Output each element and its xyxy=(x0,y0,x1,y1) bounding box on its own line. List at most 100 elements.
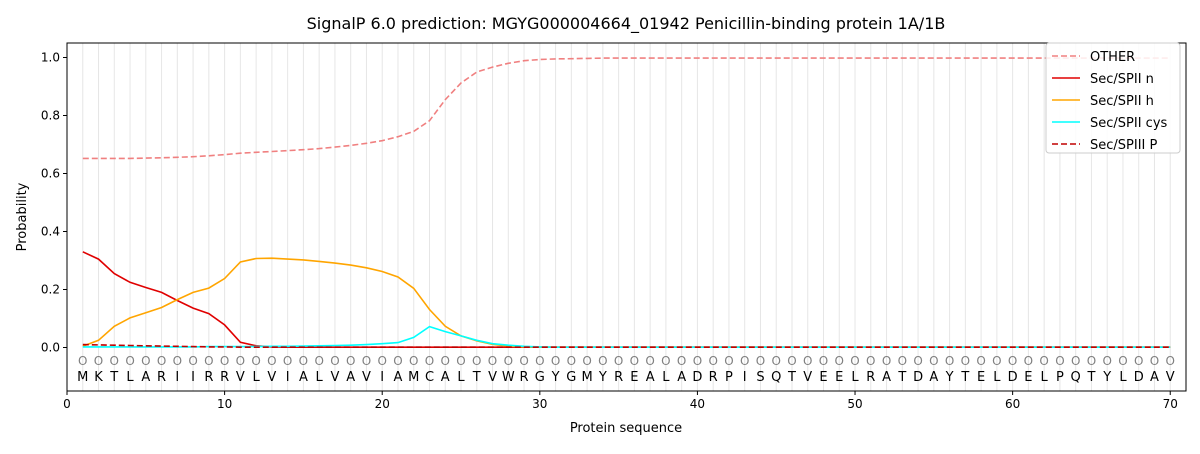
region-label: O xyxy=(504,354,513,368)
sequence-residue: A xyxy=(346,370,355,385)
region-label: O xyxy=(1102,354,1111,368)
sequence-residue: T xyxy=(1086,370,1095,385)
sequence-residue: I xyxy=(743,370,747,385)
sequence-residue: E xyxy=(630,370,638,385)
region-label: O xyxy=(740,354,749,368)
sequence-residue: A xyxy=(441,370,450,385)
region-label: O xyxy=(535,354,544,368)
y-tick-label: 1.0 xyxy=(41,51,60,65)
plot-frame xyxy=(66,42,1187,392)
sequence-residue: T xyxy=(787,370,796,385)
sequence-residue: L xyxy=(253,370,261,385)
sequence-residue: D xyxy=(1134,370,1144,385)
region-label: O xyxy=(330,354,339,368)
region-label: O xyxy=(409,354,418,368)
region-label: O xyxy=(1134,354,1143,368)
series-line-0 xyxy=(82,57,1171,160)
region-label: O xyxy=(125,354,134,368)
sequence-residue: R xyxy=(614,370,623,385)
region-label: O xyxy=(866,354,875,368)
x-tick-label: 0 xyxy=(63,397,71,411)
sequence-residue: Q xyxy=(1071,370,1081,385)
region-label: O xyxy=(314,354,323,368)
region-label: O xyxy=(882,354,891,368)
region-label: O xyxy=(393,354,402,368)
sequence-residue: E xyxy=(819,370,827,385)
sequence-residue: M xyxy=(581,370,592,385)
sequence-residue: E xyxy=(977,370,985,385)
region-label: O xyxy=(267,354,276,368)
x-tick-label: 10 xyxy=(217,397,232,411)
sequence-residue: W xyxy=(502,370,515,385)
sequence-residue: L xyxy=(993,370,1001,385)
region-label: O xyxy=(236,354,245,368)
sequence-residue: K xyxy=(94,370,103,385)
y-tick-label: 0.6 xyxy=(41,167,60,181)
region-label: O xyxy=(929,354,938,368)
sequence-residue: A xyxy=(394,370,403,385)
legend-label: Sec/SPIII P xyxy=(1090,138,1158,153)
sequence-residue: I xyxy=(380,370,384,385)
x-tick-label: 40 xyxy=(690,397,705,411)
sequence-residue: A xyxy=(141,370,150,385)
region-label: O xyxy=(913,354,922,368)
sequence-residue: M xyxy=(77,370,88,385)
region-label: O xyxy=(456,354,465,368)
legend-label: Sec/SPII n xyxy=(1090,72,1154,87)
axis-layer: 0 10 20 30 40 50 60 70 0.0 0.2 0.4 0.6 0.8 1.0 xyxy=(41,51,1178,412)
region-label: O xyxy=(771,354,780,368)
region-label: O xyxy=(598,354,607,368)
sequence-residue: T xyxy=(897,370,906,385)
region-label: O xyxy=(204,354,213,368)
sequence-residue: T xyxy=(960,370,969,385)
sequence-residue: T xyxy=(472,370,481,385)
x-axis-label: Protein sequence xyxy=(570,421,682,436)
y-tick-label: 0.2 xyxy=(41,283,60,297)
sequence-residue: E xyxy=(835,370,843,385)
sequence-residue: E xyxy=(1024,370,1032,385)
region-label: O xyxy=(299,354,308,368)
sequence-residue: R xyxy=(709,370,718,385)
sequence-residue: R xyxy=(520,370,529,385)
region-label: O xyxy=(582,354,591,368)
region-label: O xyxy=(693,354,702,368)
sequence-residue: V xyxy=(488,370,497,385)
y-tick-label: 0.0 xyxy=(41,341,60,355)
region-label: O xyxy=(1150,354,1159,368)
region-label: O xyxy=(661,354,670,368)
sequence-residue: L xyxy=(126,370,134,385)
sequence-residue: V xyxy=(267,370,276,385)
region-label: O xyxy=(173,354,182,368)
sequence-residue: S xyxy=(756,370,764,385)
region-label: O xyxy=(1039,354,1048,368)
sequence-residue: L xyxy=(457,370,465,385)
region-label: O xyxy=(961,354,970,368)
sequence-residue: Y xyxy=(551,370,560,385)
sequence-residue: A xyxy=(929,370,938,385)
region-label: O xyxy=(425,354,434,368)
region-label: O xyxy=(220,354,229,368)
x-tick-label: 50 xyxy=(847,397,862,411)
sequence-residue: V xyxy=(1166,370,1175,385)
region-label: O xyxy=(488,354,497,368)
x-tick-label: 70 xyxy=(1163,397,1178,411)
sequence-residue: L xyxy=(662,370,670,385)
region-label: O xyxy=(787,354,796,368)
y-axis-label: Probability xyxy=(15,182,30,251)
region-label: O xyxy=(188,354,197,368)
sequence-residue: G xyxy=(566,370,576,385)
series-line-4 xyxy=(82,343,1171,349)
sequence-residue: L xyxy=(1119,370,1127,385)
region-label: O xyxy=(519,354,528,368)
region-label: O xyxy=(377,354,386,368)
region-label: O xyxy=(441,354,450,368)
region-label: O xyxy=(1166,354,1175,368)
region-label: O xyxy=(835,354,844,368)
region-label: O xyxy=(551,354,560,368)
legend-box xyxy=(1045,42,1181,154)
sequence-residue: L xyxy=(1041,370,1049,385)
region-label: O xyxy=(567,354,576,368)
legend-label: OTHER xyxy=(1090,50,1135,65)
sequence-residue: V xyxy=(362,370,371,385)
region-label: O xyxy=(78,354,87,368)
